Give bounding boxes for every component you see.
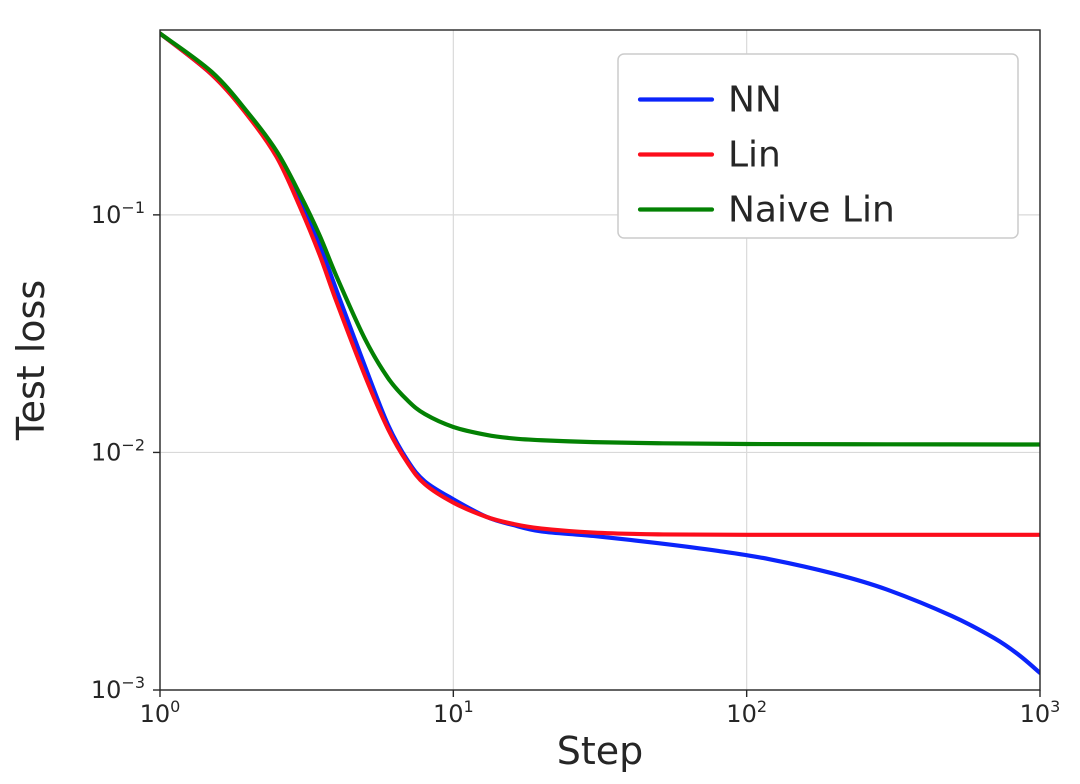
legend-label: Naive Lin: [728, 190, 895, 231]
x-axis-label: Step: [557, 729, 644, 773]
y-axis-label: Test loss: [9, 280, 53, 441]
legend-label: Lin: [728, 135, 781, 176]
legend: NN Lin Naive Lin: [618, 54, 1018, 238]
loss-chart: 10010110210310−310−210−1StepTest lossNNL…: [0, 0, 1080, 784]
legend-label: NN: [728, 80, 782, 121]
chart-container: 10010110210310−310−210−1StepTest lossNNL…: [0, 0, 1080, 784]
